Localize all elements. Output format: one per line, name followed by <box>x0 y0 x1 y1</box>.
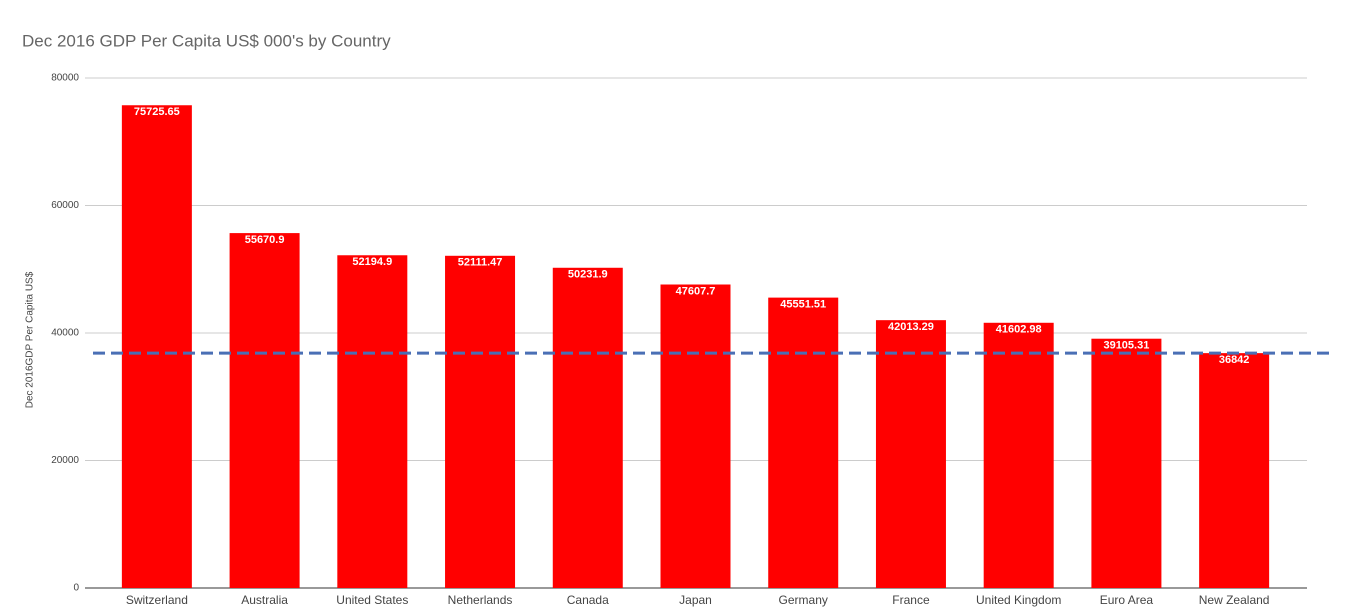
value-label: 41602.98 <box>996 324 1042 336</box>
bar <box>337 255 408 588</box>
x-tick-label: France <box>892 593 930 607</box>
bar <box>768 297 839 588</box>
bar <box>1199 353 1270 588</box>
value-label: 36842 <box>1219 354 1250 366</box>
value-label: 55670.9 <box>245 234 285 246</box>
value-label: 45551.51 <box>780 299 826 311</box>
y-tick-label: 0 <box>73 583 79 594</box>
x-tick-label: Germany <box>779 593 828 607</box>
bar <box>121 105 192 589</box>
bar <box>1091 338 1162 588</box>
x-tick-label: New Zealand <box>1199 593 1270 607</box>
value-label: 52111.47 <box>458 257 503 269</box>
y-tick-label: 60000 <box>51 200 79 211</box>
x-tick-label: United Kingdom <box>976 593 1061 607</box>
x-tick-label: United States <box>336 593 408 607</box>
x-tick-label: Netherlands <box>448 593 513 607</box>
x-tick-label: Canada <box>567 593 609 607</box>
value-label: 50231.9 <box>568 269 608 281</box>
bar <box>229 233 300 588</box>
chart-title: Dec 2016 GDP Per Capita US$ 000's by Cou… <box>22 31 391 50</box>
x-tick-label: Japan <box>679 593 712 607</box>
value-label: 52194.9 <box>352 256 392 268</box>
bar <box>552 267 623 588</box>
value-label: 75725.65 <box>134 106 180 118</box>
y-tick-label: 80000 <box>51 73 79 84</box>
bar <box>660 284 731 588</box>
value-label: 42013.29 <box>888 321 934 333</box>
bar <box>983 322 1054 588</box>
y-tick-label: 40000 <box>51 328 79 339</box>
bar <box>875 320 946 588</box>
y-tick-label: 20000 <box>51 455 79 466</box>
value-label: 39105.31 <box>1103 340 1149 352</box>
x-tick-label: Australia <box>241 593 288 607</box>
x-tick-label: Switzerland <box>126 593 188 607</box>
bar <box>445 255 516 589</box>
y-axis-label: Dec 2016GDP Per Capita US$ <box>25 271 36 408</box>
value-label: 47607.7 <box>676 285 716 297</box>
x-tick-label: Euro Area <box>1100 593 1154 607</box>
